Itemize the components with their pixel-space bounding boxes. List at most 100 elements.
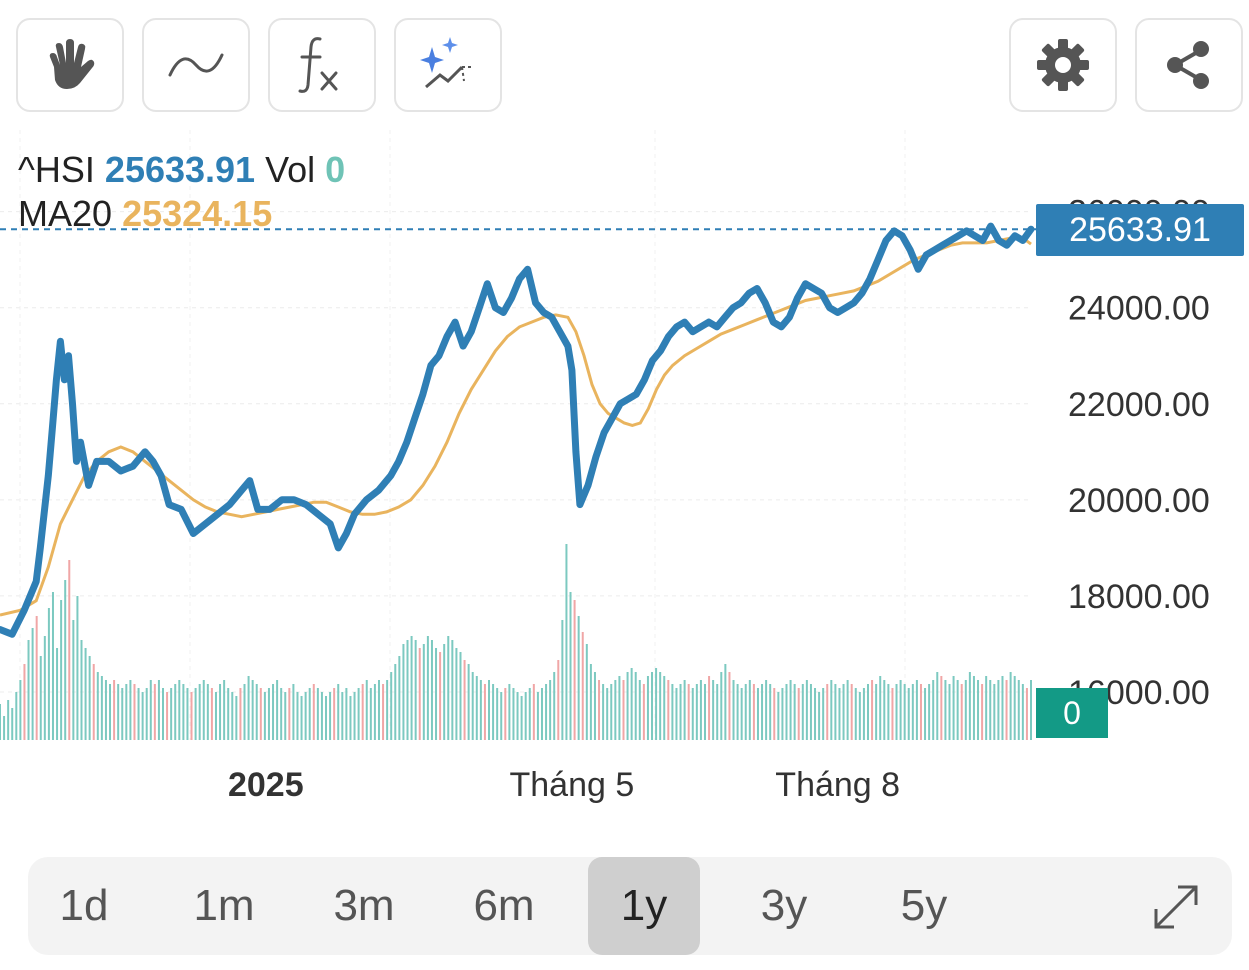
volume-bar [716,684,719,740]
volume-bar [56,648,59,740]
range-1y[interactable]: 1y [588,857,700,955]
volume-bar [903,684,906,740]
range-3m[interactable]: 3m [333,881,395,930]
indicator-button[interactable] [268,18,376,112]
expand-icon[interactable] [1148,879,1204,935]
volume-bar [728,672,731,740]
chart-grid [0,130,1031,740]
volume-bar [373,684,376,740]
range-1m[interactable]: 1m [193,881,255,930]
volume-bar [553,672,556,740]
volume-bar [214,692,217,740]
volume-bar [748,680,751,740]
volume-bar [113,680,116,740]
volume-bar [320,692,323,740]
volume-bar [341,692,344,740]
volume-bar [276,680,279,740]
volume-bar [630,668,633,740]
volume-bar [1005,680,1008,740]
volume-bar [149,680,152,740]
range-1d[interactable]: 1d [59,881,109,930]
volume-bar [871,680,874,740]
volume-bar [410,636,413,740]
volume-bar [406,640,409,740]
legend-row-ma: MA20 25324.15 [18,192,345,236]
volume-bar [581,632,584,740]
price-chart[interactable]: 26000.0024000.0022000.0020000.0018000.00… [0,0,1249,850]
volume-bar [27,640,30,740]
volume-bar [7,700,10,740]
volume-bar [520,696,523,740]
ai-insight-button[interactable] [394,18,502,112]
volume-bar [84,648,87,740]
volume-bar [883,680,886,740]
volume-bar [854,688,857,740]
volume-bar [822,688,825,740]
volume-bar [936,672,939,740]
range-3y[interactable]: 3y [760,881,808,930]
volume-bar [35,616,38,740]
legend-symbol: ^HSI [18,149,95,190]
volume-bar [72,620,75,740]
settings-button[interactable] [1009,18,1117,112]
volume-bar [972,676,975,740]
volume-bar [247,676,250,740]
volume-bar [500,692,503,740]
volume-bar [818,692,821,740]
volume-bar [1025,688,1028,740]
volume-bar [891,688,894,740]
volume-bar [724,664,727,740]
volume-bar [300,696,303,740]
volume-bar [989,680,992,740]
volume-bar [284,692,287,740]
volume-bar [190,692,193,740]
volume-bar [231,692,234,740]
line-type-button[interactable] [142,18,250,112]
volume-bar [911,684,914,740]
volume-bar [174,684,177,740]
volume-bar [761,684,764,740]
volume-bar [960,684,963,740]
volume-bar [64,580,67,740]
volume-bar [944,680,947,740]
volume-bar [834,684,837,740]
volume-bar [634,672,637,740]
volume-bar [765,680,768,740]
volume-bar [516,692,519,740]
volume-bar [121,688,124,740]
volume-bar [479,680,482,740]
range-5y[interactable]: 5y [900,881,948,930]
volume-bar [467,664,470,740]
volume-bar [642,684,645,740]
volume-bar [15,692,18,740]
volume-bar [532,684,535,740]
volume-bar [614,680,617,740]
volume-bar [573,600,576,740]
volume-bar [349,696,352,740]
volume-bar [312,684,315,740]
volume-bar [92,664,95,740]
volume-bar [251,680,254,740]
volume-bar [703,684,706,740]
volume-bar [304,692,307,740]
volume-bar [435,648,438,740]
volume-bar [691,688,694,740]
volume-bar [483,684,486,740]
range-6m[interactable]: 6m [473,881,535,930]
hand-pan-button[interactable] [16,18,124,112]
volume-bar [259,688,262,740]
volume-bar [496,688,499,740]
volume-bar [528,688,531,740]
volume-bar [129,680,132,740]
share-button[interactable] [1135,18,1243,112]
volume-bar [60,600,63,740]
y-tick-label: 24000.00 [1068,290,1210,328]
volume-bar [365,680,368,740]
volume-bar [1021,684,1024,740]
volume-bar [671,684,674,740]
volume-bar [740,688,743,740]
volume-bar [166,692,169,740]
volume-bar [720,672,723,740]
volume-bar [68,560,71,740]
volume-bar [0,704,1,740]
